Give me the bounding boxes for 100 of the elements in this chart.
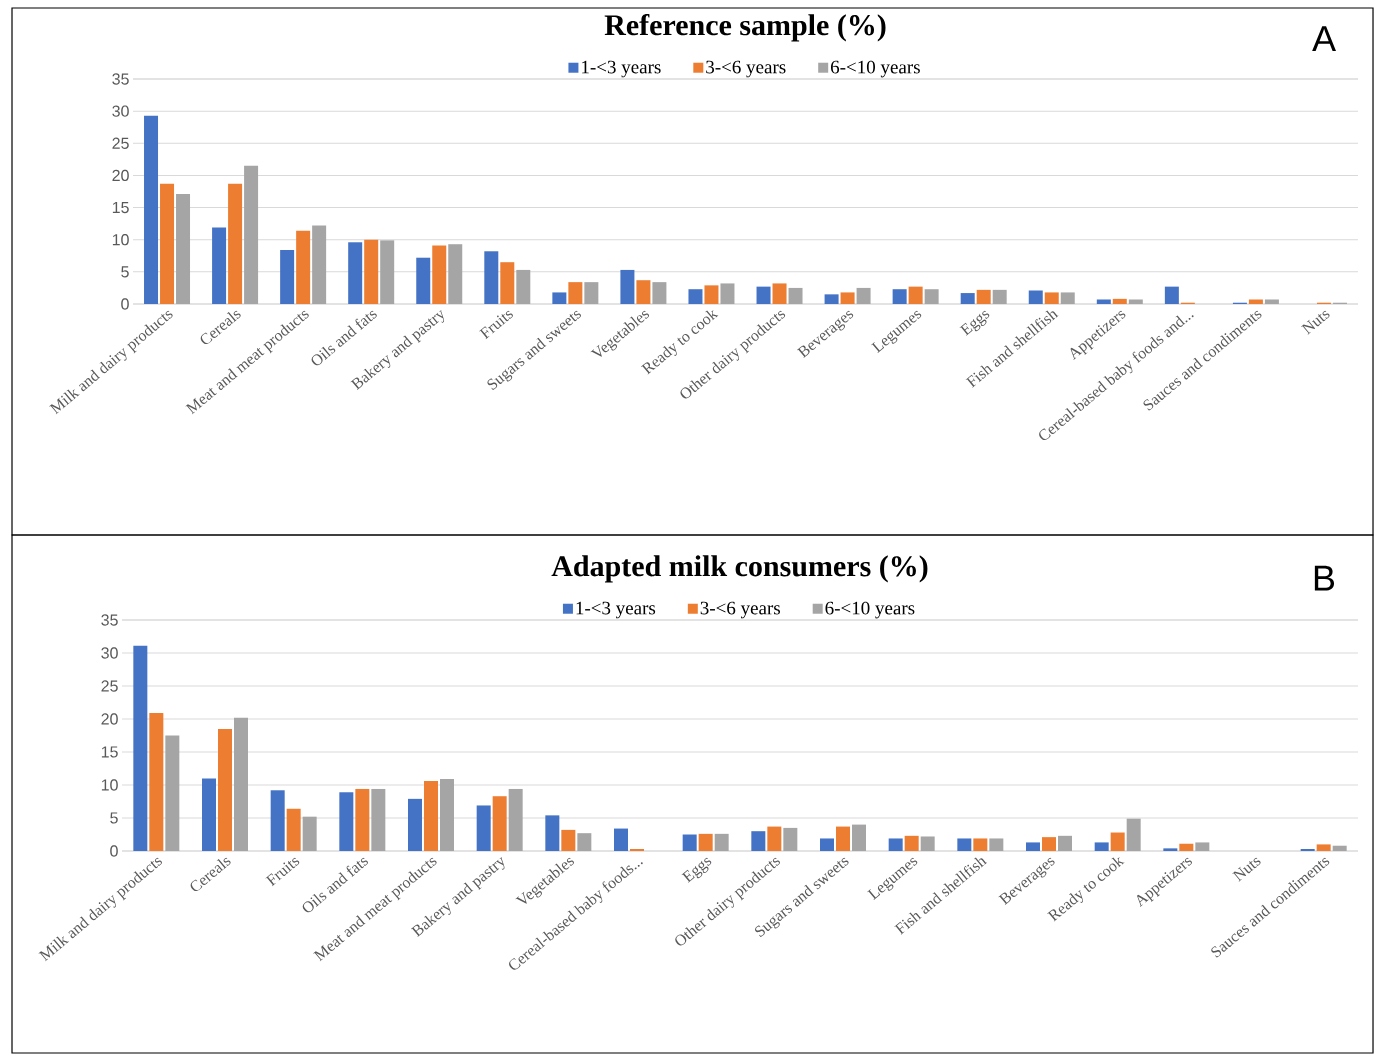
bar xyxy=(1179,843,1194,851)
bar xyxy=(957,838,972,851)
bar xyxy=(484,251,499,304)
bar xyxy=(228,183,243,304)
bar xyxy=(888,838,903,851)
bar xyxy=(1044,292,1059,304)
legend-label: 3-<6 years xyxy=(700,601,780,619)
bar xyxy=(348,242,363,304)
y-tick-label: 0 xyxy=(110,845,118,857)
y-tick-label: 5 xyxy=(110,812,118,824)
bar xyxy=(924,289,939,304)
bar xyxy=(408,798,422,851)
bar xyxy=(296,230,311,304)
bar xyxy=(176,194,191,304)
y-tick-label: 0 xyxy=(121,298,129,310)
bar xyxy=(783,827,798,851)
bar xyxy=(1264,299,1279,304)
bar xyxy=(508,788,523,851)
bar xyxy=(756,286,771,304)
bar xyxy=(371,788,386,851)
bar xyxy=(424,781,438,851)
bar xyxy=(920,836,935,851)
bar xyxy=(577,833,592,851)
bar xyxy=(698,833,713,851)
bar xyxy=(218,728,232,851)
bar xyxy=(1316,844,1331,851)
bar xyxy=(636,280,651,304)
bar xyxy=(339,792,354,851)
bar xyxy=(1112,298,1127,304)
bar xyxy=(840,292,855,304)
bar xyxy=(788,287,803,304)
text: A xyxy=(1312,26,1337,52)
bar xyxy=(1026,842,1040,851)
bar xyxy=(516,269,531,304)
bar xyxy=(500,262,515,304)
bar xyxy=(973,838,988,851)
bar xyxy=(767,826,782,851)
bar xyxy=(165,735,180,851)
bar xyxy=(1128,299,1143,304)
text: B xyxy=(1314,565,1335,591)
bar xyxy=(904,835,919,851)
x-tick-label: Nuts xyxy=(1301,310,1330,335)
bar xyxy=(244,165,259,304)
bar xyxy=(1163,848,1178,851)
legend-label: 1-<3 years xyxy=(582,60,661,78)
bar xyxy=(688,289,703,304)
bar xyxy=(620,269,635,304)
bar xyxy=(1164,286,1179,304)
bar xyxy=(714,833,729,851)
bar xyxy=(448,244,463,304)
bar xyxy=(476,805,491,851)
y-tick-label: 35 xyxy=(112,73,129,85)
y-tick-label: 20 xyxy=(112,169,129,182)
bar xyxy=(280,249,295,304)
bar xyxy=(432,245,447,304)
bar xyxy=(704,285,719,304)
legend-label: 6-<10 years xyxy=(831,60,920,78)
x-tick-label: Eggs xyxy=(681,857,712,883)
bar xyxy=(1195,842,1210,851)
x-tick-label: Nuts xyxy=(1232,857,1261,882)
bar xyxy=(144,115,159,304)
bar xyxy=(440,779,454,851)
bar xyxy=(614,828,628,851)
bar xyxy=(1248,299,1263,304)
bar xyxy=(992,289,1007,304)
bar xyxy=(682,834,697,851)
bar xyxy=(976,289,991,304)
y-tick-label: 30 xyxy=(112,105,129,117)
bar xyxy=(584,282,599,304)
bar xyxy=(302,816,317,851)
bar xyxy=(1058,835,1073,851)
bar xyxy=(1110,832,1125,851)
bar xyxy=(212,227,227,304)
bar xyxy=(149,713,164,851)
bar xyxy=(312,225,327,304)
bar xyxy=(1094,842,1109,851)
y-tick-label: 15 xyxy=(101,746,118,758)
bar xyxy=(1060,292,1075,304)
y-tick-label: 20 xyxy=(101,713,118,725)
y-tick-label: 25 xyxy=(112,137,129,149)
bar xyxy=(1042,837,1056,851)
bar xyxy=(552,292,567,304)
bar xyxy=(751,831,766,851)
bar xyxy=(836,826,851,851)
bar xyxy=(545,815,560,851)
x-tick-label: Oils and fats xyxy=(311,310,377,366)
bar xyxy=(416,257,431,304)
bar xyxy=(364,239,379,304)
bar xyxy=(908,286,923,304)
bar xyxy=(160,183,175,304)
x-tick-label: Eggs xyxy=(959,310,990,336)
bar xyxy=(989,838,1004,851)
y-tick-label: 15 xyxy=(112,201,129,214)
bar xyxy=(202,778,216,851)
legend-label: 1-<3 years xyxy=(576,601,656,619)
bar xyxy=(772,283,787,304)
bar xyxy=(1332,845,1347,851)
bar xyxy=(133,645,148,851)
bar xyxy=(856,287,871,304)
chart-title: Reference sample (%) xyxy=(604,13,886,42)
